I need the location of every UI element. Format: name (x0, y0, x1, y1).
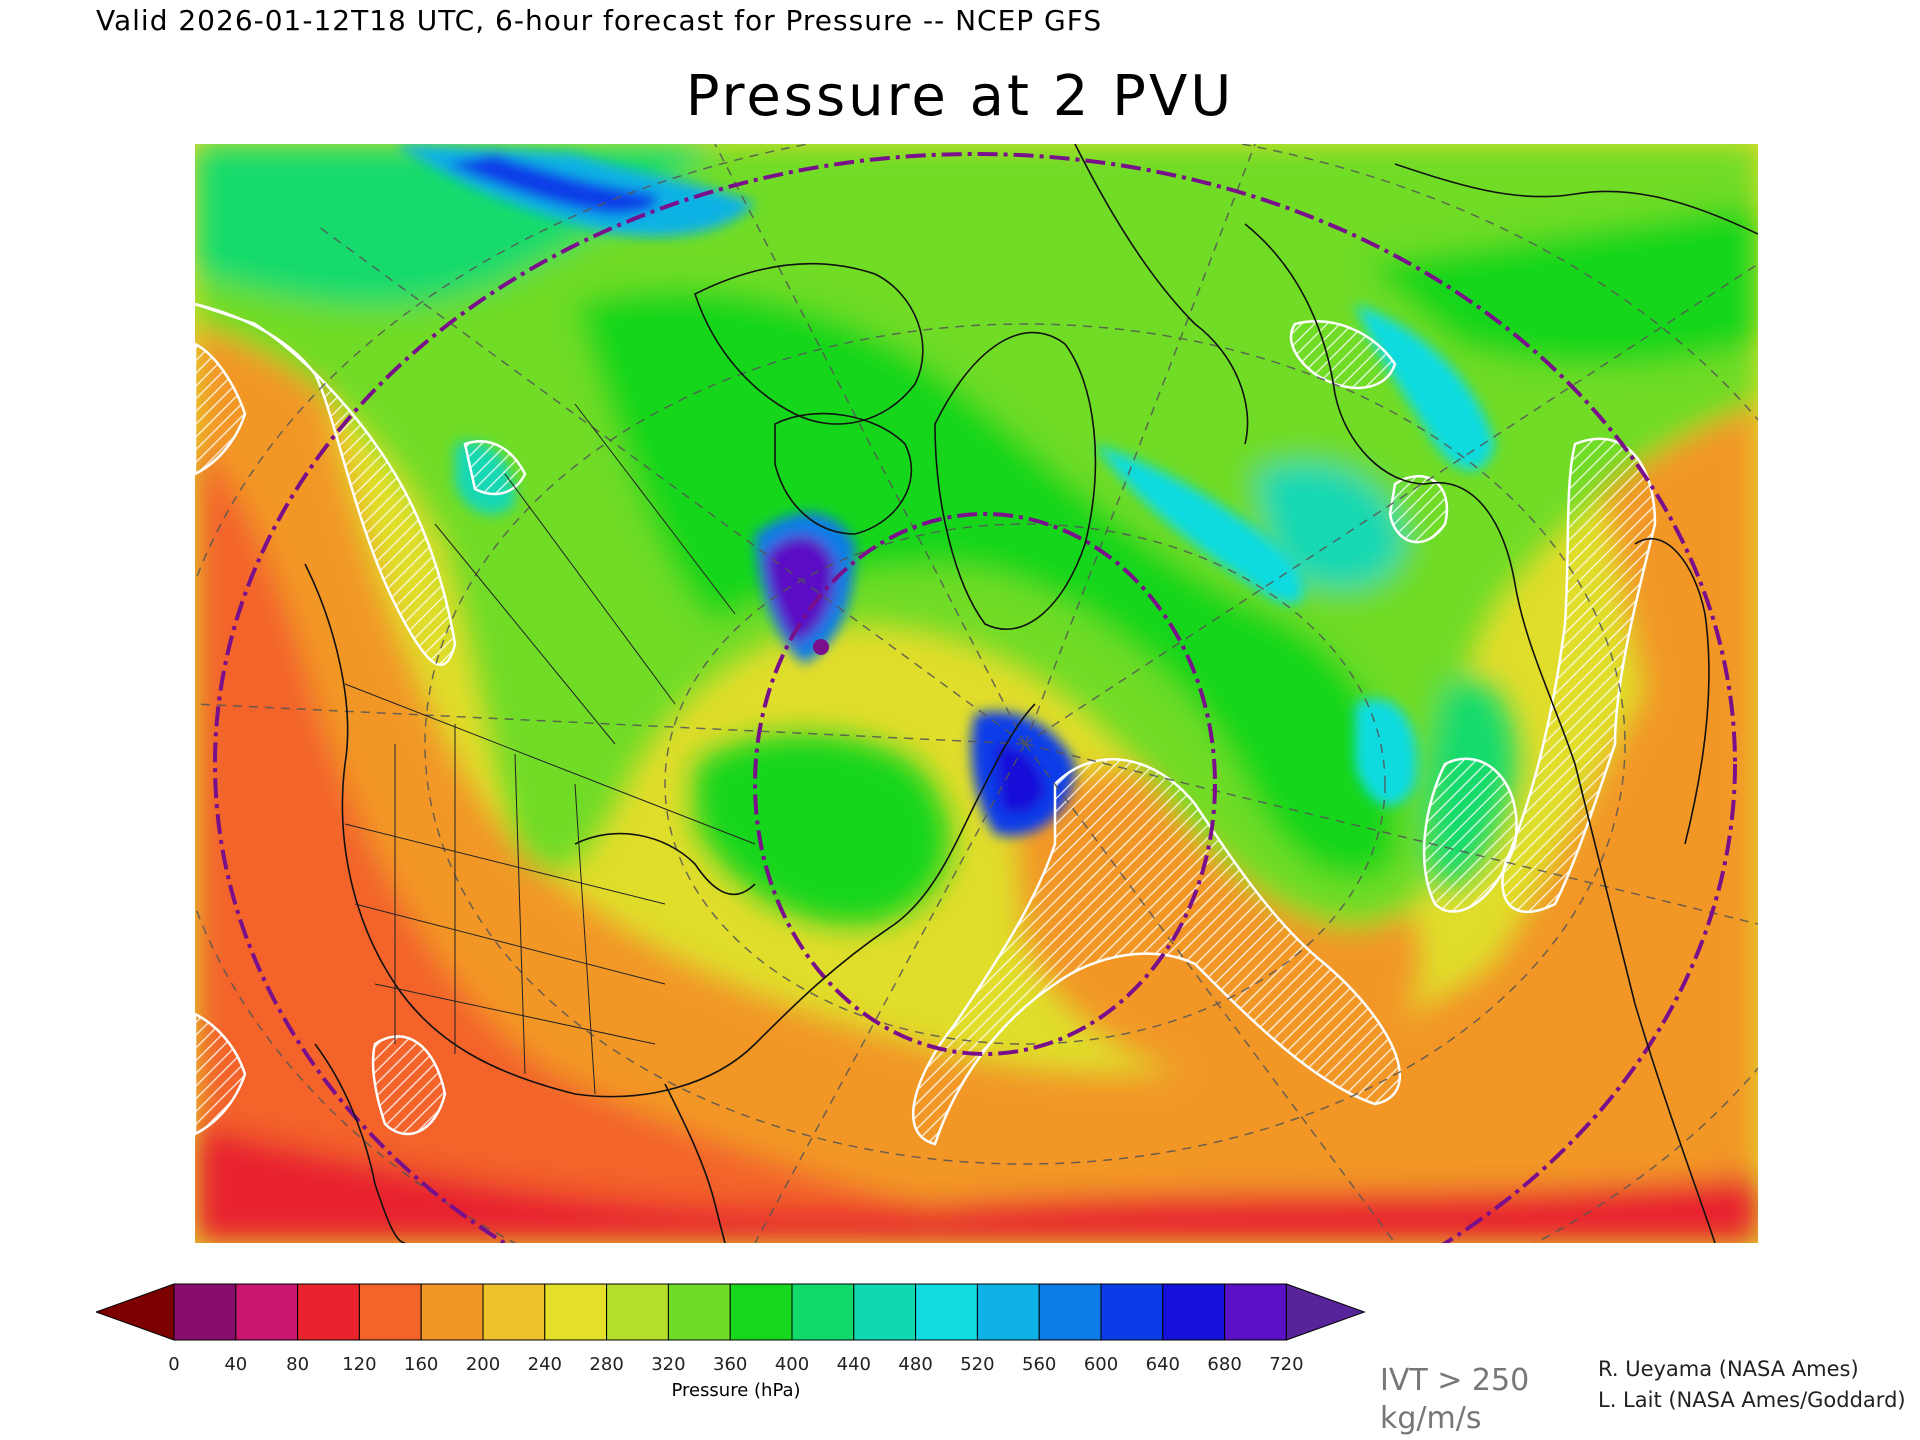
colorbar-cell (915, 1283, 978, 1341)
colorbar-tick-label: 360 (713, 1354, 748, 1375)
colorbar-cell (606, 1283, 669, 1341)
credit-line-1: R. Ueyama (NASA Ames) (1598, 1357, 1859, 1381)
ivt-hatched-regions (195, 302, 1657, 1146)
colorbar-cell (1162, 1283, 1226, 1341)
colorbar-tick-label: 240 (527, 1354, 562, 1375)
ivt-legend: IVT > 250 kg/m/s (1380, 1362, 1529, 1438)
colorbar-tick-label: 0 (168, 1354, 180, 1375)
colorbar-tick-label: 680 (1207, 1354, 1242, 1375)
colorbar-cell (544, 1283, 608, 1341)
colorbar-tick-label: 400 (774, 1354, 810, 1375)
colorbar-cell (297, 1283, 360, 1341)
colorbar-under-triangle (94, 1283, 175, 1341)
colorbar-cell (853, 1283, 917, 1341)
colorbar-cell (482, 1283, 546, 1341)
colorbar-cell (358, 1283, 422, 1341)
colorbar-title: Pressure (hPa) (671, 1380, 801, 1401)
colorbar (94, 1282, 1368, 1346)
storm-center-marker (813, 639, 829, 655)
ivt-legend-line1: IVT > 250 (1380, 1363, 1530, 1398)
pressure-map (195, 144, 1758, 1243)
colorbar-cell (173, 1283, 237, 1341)
credits: R. Ueyama (NASA Ames) L. Lait (NASA Ames… (1598, 1354, 1906, 1416)
colorbar-tick-label: 320 (651, 1354, 686, 1375)
colorbar-tick-label: 520 (960, 1354, 995, 1375)
colorbar-tick-label: 80 (286, 1354, 310, 1375)
graticule-lines (195, 144, 1758, 1243)
colorbar-cell (729, 1283, 793, 1341)
credit-line-2: L. Lait (NASA Ames/Goddard) (1598, 1388, 1906, 1412)
map-title: Pressure at 2 PVU (685, 64, 1235, 129)
colorbar-tick-label: 200 (465, 1354, 501, 1375)
colorbar-cell (1100, 1283, 1164, 1341)
colorbar-cell (420, 1283, 484, 1341)
colorbar-graphic (94, 1283, 1366, 1341)
map-canvas (195, 144, 1758, 1243)
colorbar-tick-label: 600 (1083, 1354, 1119, 1375)
reference-rings (213, 152, 1737, 1243)
colorbar-over-triangle (1285, 1283, 1366, 1341)
colorbar-cell (235, 1283, 299, 1341)
valid-time-header: Valid 2026-01-12T18 UTC, 6-hour forecast… (96, 4, 1103, 37)
colorbar-tick-label: 720 (1269, 1354, 1304, 1375)
colorbar-cell (1038, 1283, 1102, 1341)
colorbar-tick-label: 160 (404, 1354, 439, 1375)
colorbar-tick-label: 560 (1022, 1354, 1057, 1375)
colorbar-cell (791, 1283, 855, 1341)
political-borders (344, 403, 756, 1095)
colorbar-tick-label: 640 (1145, 1354, 1180, 1375)
colorbar-cell (1224, 1283, 1287, 1341)
colorbar-tick-label: 480 (898, 1354, 933, 1375)
coastlines (304, 144, 1758, 1243)
colorbar-tick-label: 280 (589, 1354, 624, 1375)
ivt-legend-line2: kg/m/s (1380, 1401, 1482, 1436)
colorbar-tick-label: 440 (836, 1354, 871, 1375)
colorbar-cell (976, 1283, 1040, 1341)
colorbar-tick-label: 120 (342, 1354, 377, 1375)
colorbar-tick-label: 40 (224, 1354, 248, 1375)
colorbar-cell (667, 1283, 731, 1341)
